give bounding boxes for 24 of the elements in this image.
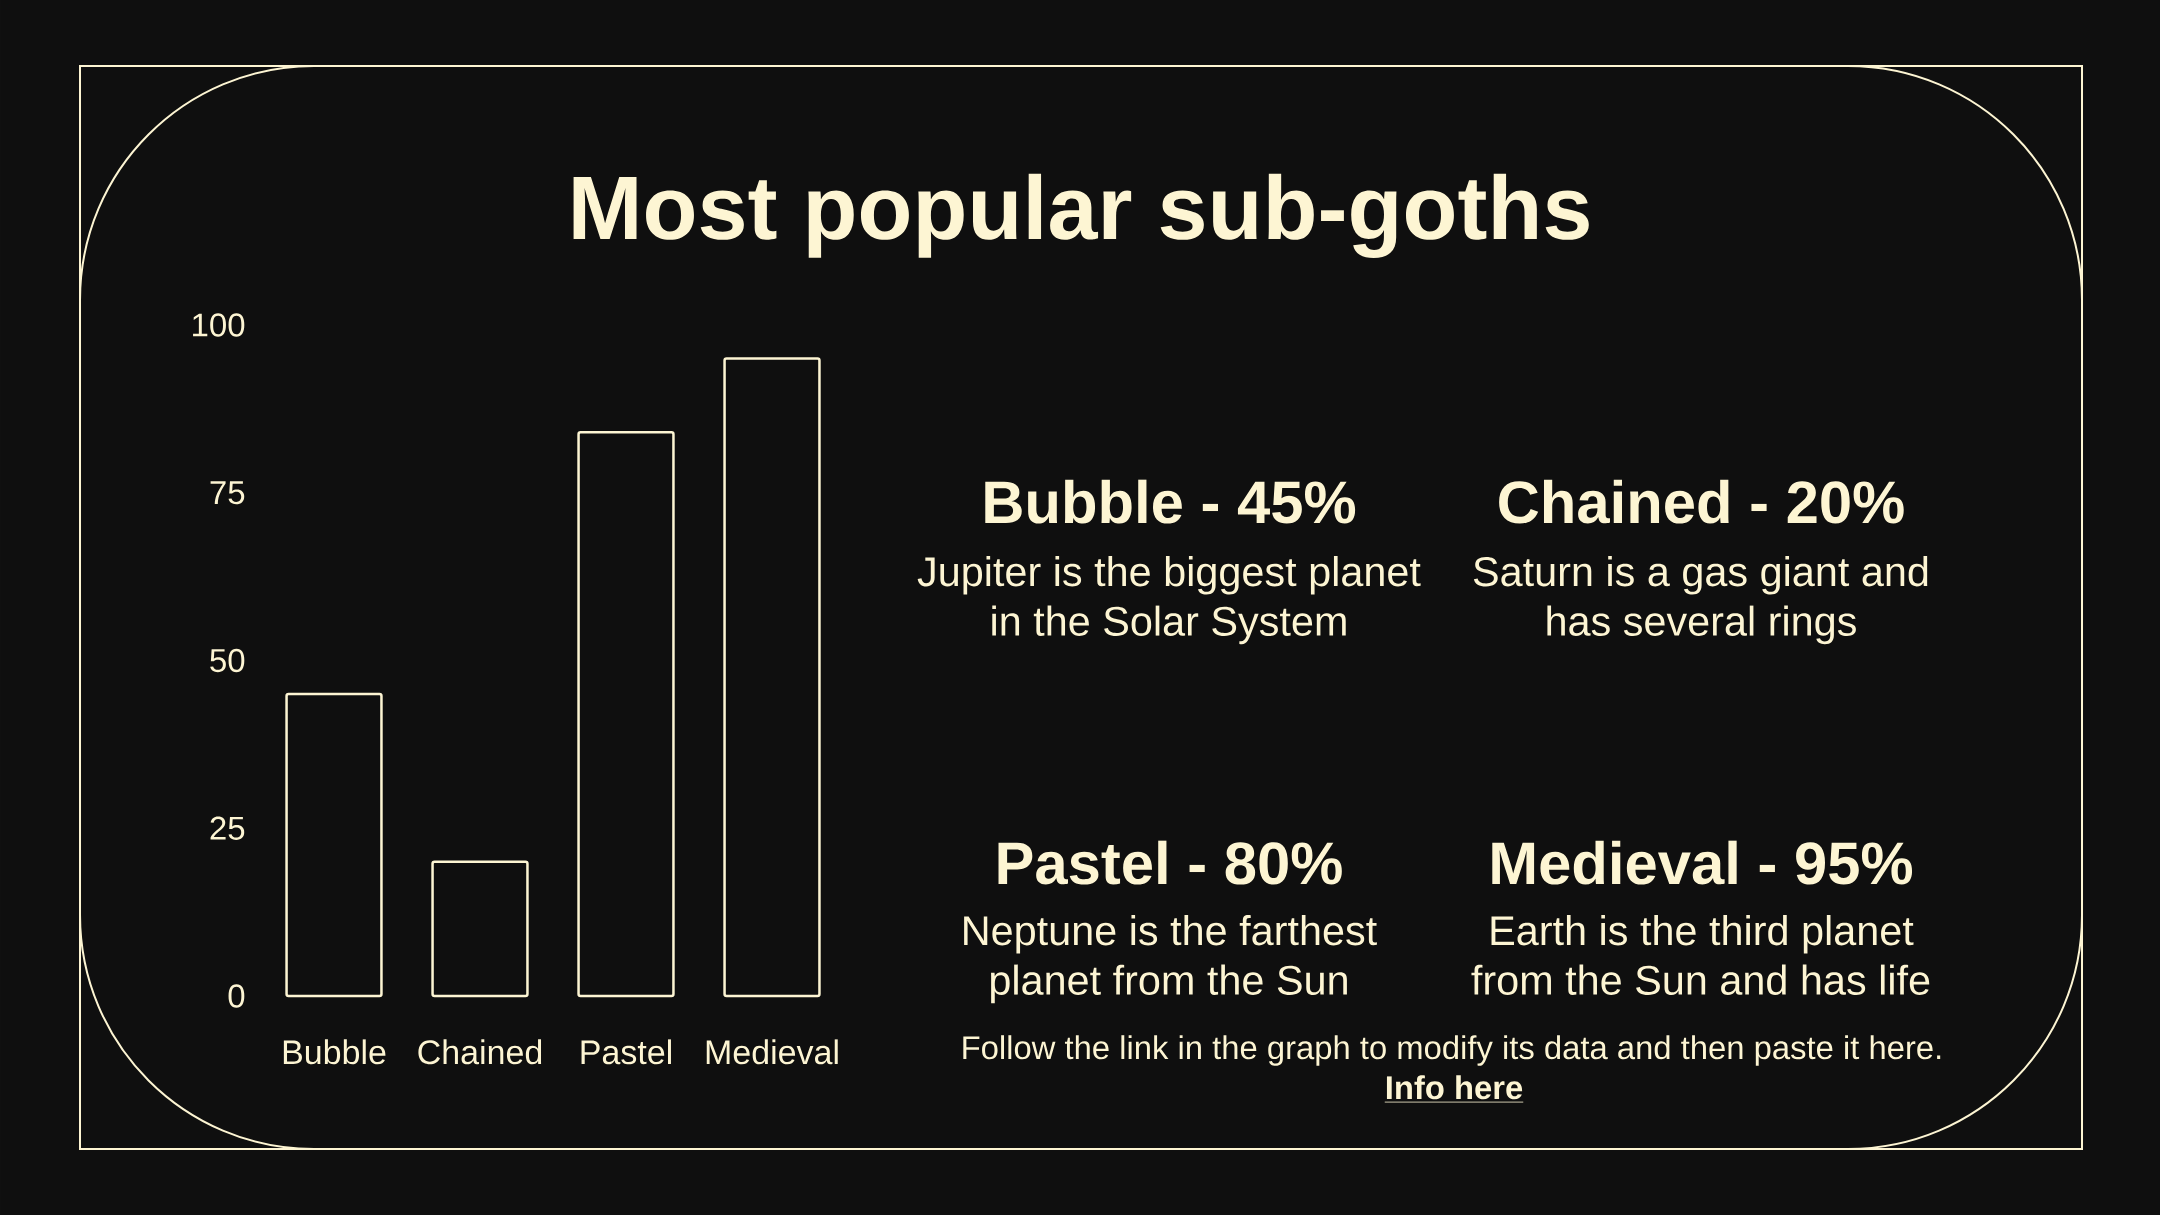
text: Info here (1386, 1075, 1523, 1100)
x-tick-label: Bubble (283, 1039, 386, 1065)
text: Most popular sub-goths (573, 173, 1589, 259)
y-tick-label: 75 (210, 481, 245, 505)
bar (431, 860, 529, 998)
text: Bubble - 45% (985, 479, 1356, 524)
text: Saturn is a gas giant and has several rings (1473, 556, 1928, 645)
y-tick-label: 100 (193, 313, 245, 337)
y-tick-label: 25 (210, 816, 245, 840)
text: Follow the link in the graph to modify its data and then paste it here. (963, 1035, 1941, 1066)
text: Chained - 20% (1499, 479, 1904, 524)
y-tick-label: 50 (210, 648, 245, 673)
x-tick-label: Chained (418, 1039, 542, 1065)
text: Neptune is the farthest planet from the Sun (964, 915, 1377, 1004)
bar (285, 692, 383, 998)
x-tick-label: Medieval (706, 1039, 838, 1065)
bar (577, 431, 675, 998)
bar (723, 357, 821, 998)
text: Earth is the third planet from the Sun and has life (1471, 915, 1930, 995)
text: Pastel - 80% (998, 840, 1342, 885)
text: Medieval - 95% (1492, 840, 1913, 885)
text: Jupiter is the biggest planet in the Solar System (917, 556, 1421, 645)
x-tick-label: Pastel (581, 1039, 671, 1065)
y-tick-label: 0 (228, 984, 245, 1008)
